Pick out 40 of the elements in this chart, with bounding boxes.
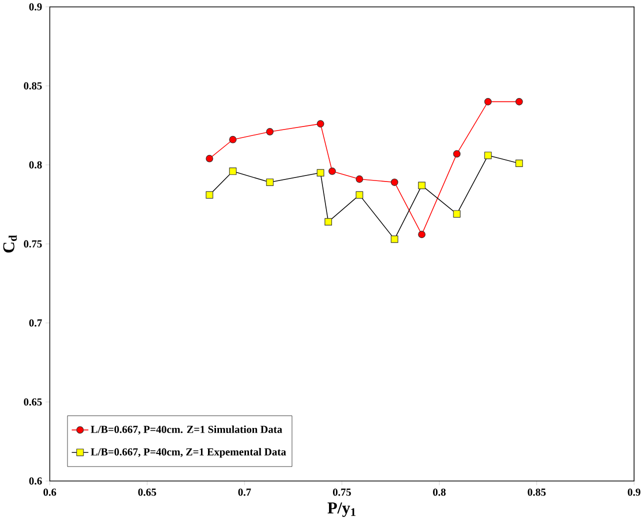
point [515, 160, 523, 167]
point [418, 182, 426, 190]
x-tick-label: 0.6 [43, 488, 56, 496]
point [356, 175, 364, 183]
point [266, 128, 274, 136]
point [206, 191, 214, 199]
point [390, 178, 398, 186]
y-tick-label: 0.65 [24, 398, 42, 406]
point [229, 136, 237, 144]
point [206, 154, 214, 162]
point [484, 152, 492, 160]
y-tick-label: 0.85 [24, 82, 42, 90]
x-tick-label: 0.85 [528, 488, 546, 496]
y-tick-label: 0.6 [29, 477, 42, 485]
point [484, 98, 492, 106]
legend-label: L/B=0.667, P=40cm, Z=1 Expemental Data [90, 448, 286, 458]
y-tick-label: 0.8 [29, 161, 42, 168]
y-tick-label: 0.9 [29, 3, 42, 10]
point [229, 167, 237, 175]
y-tick-label: 0.7 [29, 319, 42, 326]
point [328, 167, 336, 175]
point [324, 218, 332, 226]
point [316, 120, 324, 128]
point [266, 178, 274, 186]
point [418, 230, 426, 238]
point [453, 210, 461, 218]
point [453, 150, 461, 158]
point [515, 98, 523, 106]
point [356, 191, 364, 199]
x-tick-label: 0.9 [628, 488, 640, 496]
x-axis-title: P/y$_{1}$ [328, 502, 356, 517]
y-axis-title: C$_{d}$ [3, 235, 17, 252]
x-tick-label: 0.75 [332, 488, 351, 496]
x-tick-label: 0.65 [138, 488, 156, 496]
point [390, 235, 398, 243]
x-tick-label: 0.7 [238, 488, 251, 496]
legend-label: L/B=0.667, P=40cm. Z=1 Simulation Data [90, 425, 282, 434]
point [316, 169, 324, 176]
y-tick-label: 0.75 [24, 240, 42, 248]
x-tick-label: 0.8 [433, 488, 446, 496]
